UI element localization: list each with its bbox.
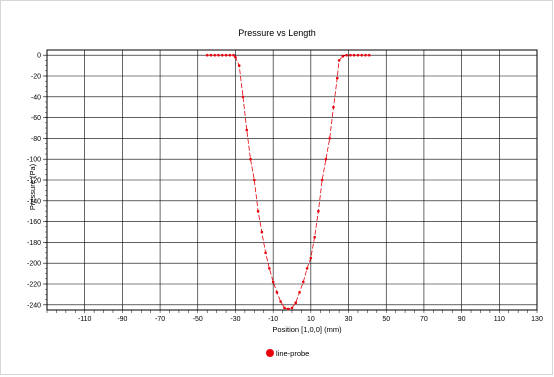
y-tick-label: -160 xyxy=(27,219,41,226)
data-point xyxy=(245,128,249,132)
data-point xyxy=(320,178,324,182)
data-point xyxy=(356,53,360,57)
y-tick-label: -80 xyxy=(31,136,41,143)
data-point xyxy=(317,209,320,213)
data-point xyxy=(364,53,367,57)
data-point xyxy=(302,280,305,284)
data-point xyxy=(341,54,345,58)
y-tick-label: -180 xyxy=(27,240,41,247)
data-point xyxy=(337,59,341,62)
y-tick-label: -20 xyxy=(31,74,41,81)
y-tick-label: -240 xyxy=(27,302,41,309)
x-tick-label: -70 xyxy=(155,316,165,323)
y-axis-label: Pressure (Pa) xyxy=(28,163,37,210)
y-tick-label: -60 xyxy=(31,115,41,122)
data-point xyxy=(256,209,260,213)
data-point xyxy=(271,280,275,284)
y-axis-ticks: 0 -20 -40 -60 -80 -100 -120 -140 -160 -180 -200 -22… xyxy=(27,53,47,309)
data-point xyxy=(367,53,371,57)
series-line-line-probe xyxy=(207,54,370,310)
x-axis-label: Position [1,0,0] (mm) xyxy=(272,325,342,334)
x-tick-label: 30 xyxy=(345,316,353,323)
y-tick-label: 0 xyxy=(37,53,41,60)
data-point xyxy=(253,178,256,182)
x-tick-label: -90 xyxy=(117,316,127,323)
data-point xyxy=(309,256,313,260)
chart-title: Pressure vs Length xyxy=(238,28,316,38)
data-point xyxy=(349,53,352,57)
data-point xyxy=(268,267,271,270)
data-point xyxy=(205,53,209,57)
data-point xyxy=(209,53,213,57)
data-point xyxy=(283,306,286,310)
x-tick-label: -30 xyxy=(230,316,240,323)
data-point xyxy=(305,267,309,270)
y-tick-label: -100 xyxy=(27,157,41,164)
data-point xyxy=(213,53,217,57)
data-point xyxy=(220,53,224,57)
data-point xyxy=(237,64,241,67)
data-point xyxy=(249,157,252,161)
data-point xyxy=(328,137,331,140)
data-point xyxy=(335,76,339,80)
y-tick-label: -120 xyxy=(27,178,41,185)
data-point xyxy=(286,307,290,311)
data-point xyxy=(290,306,294,310)
x-tick-label: 130 xyxy=(531,316,543,323)
y-tick-label: -200 xyxy=(27,261,41,268)
y-tick-label: -140 xyxy=(27,198,41,205)
data-point xyxy=(298,291,301,294)
legend-label-line-probe: line-probe xyxy=(276,349,309,358)
data-point xyxy=(345,53,348,57)
x-tick-label: -50 xyxy=(193,316,203,323)
legend: line-probe xyxy=(266,349,309,358)
data-point xyxy=(313,235,316,239)
data-point xyxy=(294,301,298,305)
data-point xyxy=(360,53,364,57)
x-tick-label: 90 xyxy=(458,316,466,323)
x-tick-label: -110 xyxy=(78,316,92,323)
data-point xyxy=(275,291,279,294)
data-point xyxy=(241,95,245,99)
data-point xyxy=(217,53,220,57)
x-tick-label: 110 xyxy=(494,316,505,323)
grid xyxy=(47,50,537,310)
x-tick-label: 10 xyxy=(307,316,315,323)
x-tick-label: -10 xyxy=(268,316,278,323)
y-tick-label: -220 xyxy=(27,282,41,289)
y-tick-label: -40 xyxy=(31,94,41,101)
legend-marker-line-probe xyxy=(266,349,274,357)
data-point xyxy=(232,53,235,57)
data-point xyxy=(324,157,328,161)
data-point xyxy=(264,251,267,255)
data-point xyxy=(332,105,335,109)
x-tick-label: 50 xyxy=(382,316,390,323)
data-point xyxy=(260,230,264,234)
data-point xyxy=(234,55,237,59)
x-tick-label: 70 xyxy=(420,316,428,323)
data-point xyxy=(352,53,356,57)
x-axis-ticks: -110 -90 -70 -50 -30 -10 10 30 50 70 90 110 130 xyxy=(46,310,543,323)
data-point xyxy=(228,53,232,57)
data-point xyxy=(224,53,228,57)
data-point xyxy=(279,300,282,303)
series-layer xyxy=(205,53,371,311)
